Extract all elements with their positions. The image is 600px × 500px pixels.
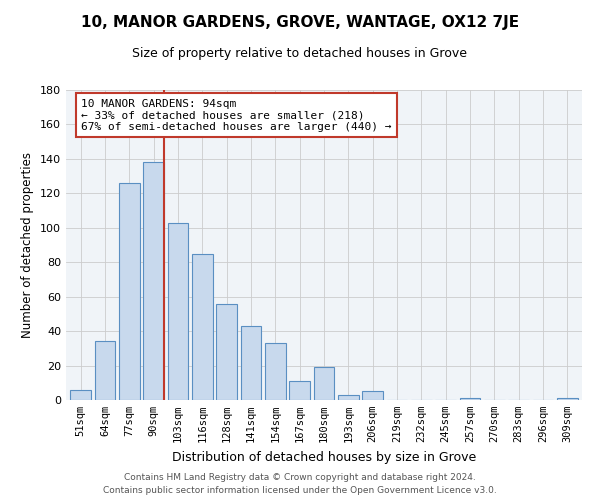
Bar	[265, 343, 286, 400]
Bar	[460, 398, 481, 400]
Text: Contains public sector information licensed under the Open Government Licence v3: Contains public sector information licen…	[103, 486, 497, 495]
Text: 10, MANOR GARDENS, GROVE, WANTAGE, OX12 7JE: 10, MANOR GARDENS, GROVE, WANTAGE, OX12 …	[81, 15, 519, 30]
Bar	[289, 381, 310, 400]
Text: 10 MANOR GARDENS: 94sqm
← 33% of detached houses are smaller (218)
67% of semi-d: 10 MANOR GARDENS: 94sqm ← 33% of detache…	[82, 98, 392, 132]
Bar	[557, 398, 578, 400]
Bar	[241, 326, 262, 400]
Bar	[338, 395, 359, 400]
Y-axis label: Number of detached properties: Number of detached properties	[22, 152, 34, 338]
Bar	[167, 222, 188, 400]
Bar	[216, 304, 237, 400]
Bar	[95, 342, 115, 400]
Bar	[192, 254, 212, 400]
Bar	[362, 392, 383, 400]
Text: Contains HM Land Registry data © Crown copyright and database right 2024.: Contains HM Land Registry data © Crown c…	[124, 472, 476, 482]
Bar	[314, 368, 334, 400]
Bar	[70, 390, 91, 400]
X-axis label: Distribution of detached houses by size in Grove: Distribution of detached houses by size …	[172, 450, 476, 464]
Text: Size of property relative to detached houses in Grove: Size of property relative to detached ho…	[133, 48, 467, 60]
Bar	[143, 162, 164, 400]
Bar	[119, 183, 140, 400]
